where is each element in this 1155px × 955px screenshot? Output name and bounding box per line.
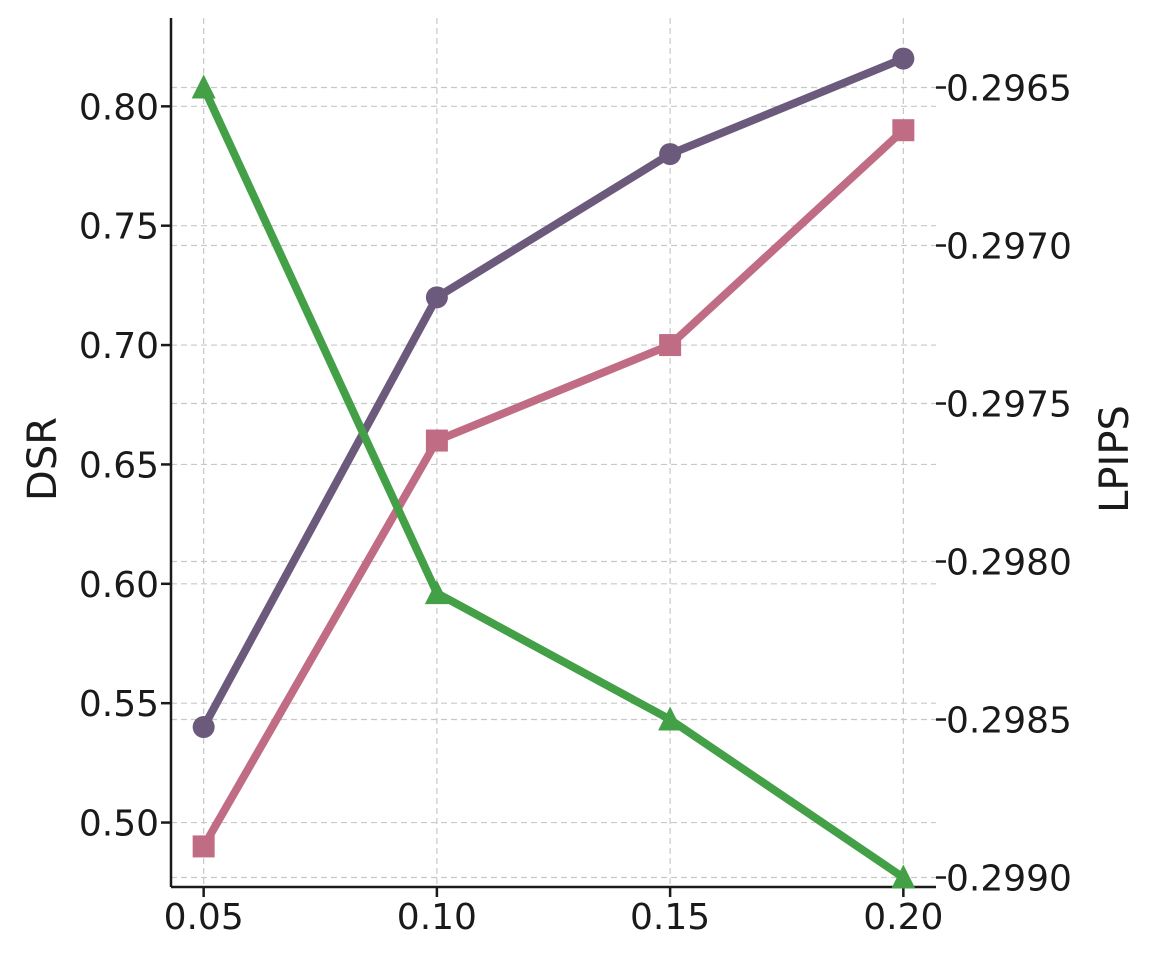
y2-tick-label: 0.2985 (946, 701, 1072, 742)
y-tick-label: 0.80 (79, 87, 159, 128)
series-3-point (658, 706, 683, 731)
ticks: 0.05 0.10 0.15 0.20 0.50 0.55 0.60 0.65 0.70 0.75… (79, 69, 1072, 938)
x-tick-label: 0.05 (164, 897, 244, 938)
series-1-point (892, 47, 915, 70)
axes (169, 18, 936, 889)
x-tick-label: 0.10 (397, 897, 477, 938)
series-line-3 (199, 83, 908, 882)
y2-axis-label: LPIPS (1092, 405, 1138, 513)
grid (171, 18, 936, 887)
series-line-2 (199, 126, 908, 851)
y-tick-label: 0.55 (79, 684, 159, 725)
series-3-point (424, 580, 449, 605)
x-tick-label: 0.20 (863, 897, 943, 938)
y-tick-label: 0.70 (79, 326, 159, 367)
y-tick-label: 0.65 (79, 445, 159, 486)
y2-tick-label: 0.2975 (946, 385, 1072, 426)
series-2-point (892, 119, 915, 142)
y2-tick-label: 0.2970 (946, 227, 1072, 268)
series-1-point (425, 286, 448, 309)
y-tick-label: 0.50 (79, 804, 159, 845)
y-tick-label: 0.60 (79, 565, 159, 606)
series-2-point (659, 334, 682, 357)
series-3-point (191, 74, 216, 99)
series-line-1 (199, 54, 908, 732)
series-1-point (659, 143, 682, 166)
y-axis-label: DSR (20, 417, 66, 501)
y2-tick-label: 0.2980 (946, 543, 1072, 584)
y-tick-label: 0.75 (79, 207, 159, 248)
y2-tick-label: 0.2965 (946, 69, 1072, 110)
series-1-point (192, 716, 215, 739)
series-2-point (425, 429, 448, 452)
x-tick-label: 0.15 (630, 897, 710, 938)
series-2-point (192, 835, 215, 858)
y2-tick-label: 0.2990 (946, 859, 1072, 900)
series-3-point (891, 864, 916, 889)
series (191, 47, 916, 889)
